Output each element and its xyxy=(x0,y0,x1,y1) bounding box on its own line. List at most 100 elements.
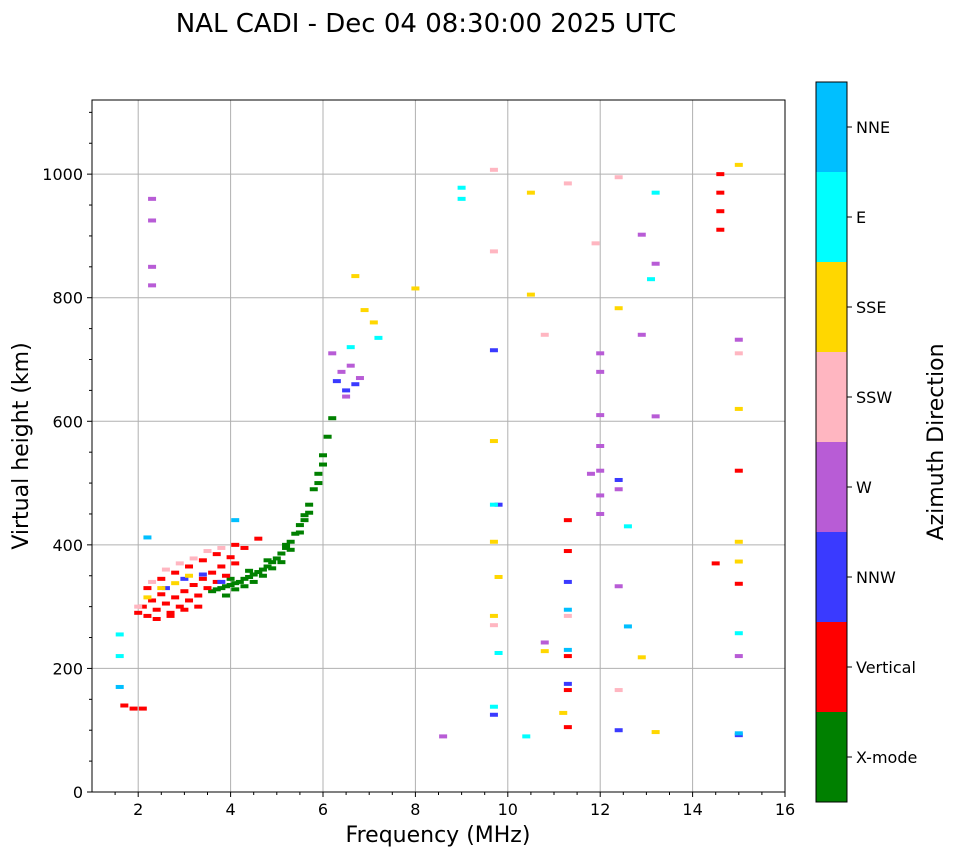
data-point-vertical xyxy=(120,703,129,708)
data-point-w xyxy=(540,640,549,645)
data-point-w xyxy=(148,283,157,288)
data-point-vertical xyxy=(185,598,194,603)
plot-frame xyxy=(91,99,786,793)
data-point-sse xyxy=(143,595,152,600)
data-point-nne xyxy=(563,647,572,652)
y-tick-label: 1000 xyxy=(42,165,83,184)
data-point-w xyxy=(614,584,623,589)
x-tick-label: 4 xyxy=(226,800,236,819)
data-point-x-mode xyxy=(254,570,263,575)
data-point-w xyxy=(148,196,157,201)
data-point-e xyxy=(457,196,466,201)
data-point-w xyxy=(637,232,646,237)
data-point-vertical xyxy=(152,617,161,621)
data-point-vertical xyxy=(716,227,725,232)
data-point-x-mode xyxy=(323,434,332,439)
data-point-vertical xyxy=(180,607,189,612)
data-point-ssw xyxy=(203,549,212,554)
data-point-x-mode xyxy=(300,513,309,518)
data-point-vertical xyxy=(189,583,198,588)
data-point-w xyxy=(651,414,660,419)
data-points xyxy=(115,162,743,739)
data-point-w xyxy=(734,654,743,659)
data-point-w xyxy=(596,511,605,516)
data-point-vertical xyxy=(152,607,161,612)
x-axis: 2 4 6 8 10 12 14 16 xyxy=(114,792,795,819)
data-point-w xyxy=(596,493,605,498)
grid xyxy=(92,100,785,793)
data-point-x-mode xyxy=(300,518,309,523)
data-point-vertical xyxy=(231,561,240,566)
data-point-x-mode xyxy=(240,576,249,581)
colorbar-segment xyxy=(816,352,847,442)
data-point-x-mode xyxy=(282,545,291,550)
data-point-vertical xyxy=(171,570,180,575)
data-point-x-mode xyxy=(263,564,272,569)
data-point-nnw xyxy=(351,382,360,387)
data-point-vertical xyxy=(212,579,221,584)
data-point-sse xyxy=(171,581,180,586)
data-point-vertical xyxy=(157,576,166,581)
colorbar-label: E xyxy=(856,208,866,227)
data-point-vertical xyxy=(226,555,235,560)
data-point-x-mode xyxy=(221,593,230,598)
data-point-sse xyxy=(360,308,369,313)
data-point-w xyxy=(355,376,364,381)
data-point-ssw xyxy=(189,556,198,561)
colorbar-label: NNW xyxy=(856,568,896,587)
data-point-nne xyxy=(115,684,124,689)
data-point-x-mode xyxy=(212,587,221,592)
data-point-nnw xyxy=(563,681,572,686)
data-point-e xyxy=(647,277,656,282)
y-tick-label: 200 xyxy=(52,659,83,678)
data-point-w xyxy=(148,218,157,223)
y-tick-label: 0 xyxy=(73,783,83,802)
data-point-nnw xyxy=(494,502,503,507)
data-point-x-mode xyxy=(277,551,286,556)
colorbar-label: SSE xyxy=(856,298,886,317)
data-point-sse xyxy=(734,406,743,411)
data-point-vertical xyxy=(563,725,572,730)
data-point-sse xyxy=(651,730,660,735)
colorbar-label: Vertical xyxy=(856,658,916,677)
data-point-ssw xyxy=(614,175,623,180)
data-point-e xyxy=(494,650,503,655)
data-point-ssw xyxy=(217,545,226,550)
data-point-vertical xyxy=(180,589,189,594)
data-point-x-mode xyxy=(249,572,258,577)
data-point-nne xyxy=(143,535,152,540)
data-point-vertical xyxy=(198,558,207,563)
data-point-x-mode xyxy=(226,576,235,581)
data-point-ssw xyxy=(175,561,184,566)
data-point-nnw xyxy=(180,576,189,581)
data-point-vertical xyxy=(194,604,203,609)
data-point-vertical xyxy=(231,542,240,547)
data-point-vertical xyxy=(716,209,725,214)
data-point-sse xyxy=(526,292,535,297)
colorbar-segment xyxy=(816,82,847,172)
data-point-x-mode xyxy=(268,566,277,571)
data-point-vertical xyxy=(143,586,152,591)
data-point-vertical xyxy=(208,570,217,575)
x-axis-label: Frequency (MHz) xyxy=(346,823,531,848)
data-point-x-mode xyxy=(208,589,217,594)
colorbar-segment xyxy=(816,262,847,352)
data-point-sse xyxy=(734,559,743,564)
data-point-ssw xyxy=(134,604,143,609)
data-point-x-mode xyxy=(305,502,314,507)
data-point-vertical xyxy=(212,552,221,557)
data-point-ssw xyxy=(489,249,498,254)
data-point-e xyxy=(489,502,498,507)
data-point-vertical xyxy=(254,536,263,541)
data-point-w xyxy=(596,444,605,448)
x-tick-label: 10 xyxy=(498,800,518,819)
data-point-w xyxy=(148,264,157,269)
colorbar-segment xyxy=(816,622,847,712)
data-point-vertical xyxy=(148,598,157,603)
colorbar-title: Azimuth Direction xyxy=(924,343,949,540)
data-point-x-mode xyxy=(221,584,230,589)
data-point-sse xyxy=(157,586,166,591)
data-point-vertical xyxy=(134,610,143,615)
data-point-vertical xyxy=(166,610,175,615)
